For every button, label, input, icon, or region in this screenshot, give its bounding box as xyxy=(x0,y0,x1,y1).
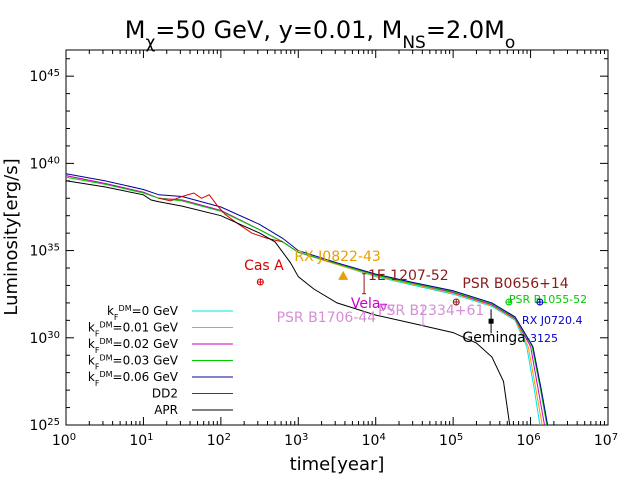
obs-label-5: PSR B2334+61 xyxy=(378,303,484,319)
chart-title: Mχ=50 GeV, y=0.01, MNS=2.0Mo xyxy=(125,16,515,53)
series-line-5 xyxy=(158,192,283,243)
obs-label-0: Cas A xyxy=(244,258,284,274)
y-tick-label: 1030 xyxy=(29,329,60,347)
obs-label-7: Geminga xyxy=(462,330,525,346)
x-axis-label: time[year] xyxy=(290,454,385,475)
series-line-6 xyxy=(65,180,511,426)
x-tick-label: 102 xyxy=(207,432,231,450)
plot-frame xyxy=(65,49,609,426)
x-tick-label: 100 xyxy=(52,432,76,450)
obs-marker xyxy=(387,304,396,313)
legend-label-1: kFDM=0.01 GeV xyxy=(88,320,179,338)
series-layer xyxy=(65,173,549,426)
obs-label-6: PSR B0656+14 xyxy=(462,276,568,292)
legend-label-3: kFDM=0.03 GeV xyxy=(88,353,179,371)
legend-label-5: DD2 xyxy=(152,387,178,401)
y-tick-label: 1040 xyxy=(29,155,60,173)
y-tick-label: 1045 xyxy=(29,68,60,86)
x-tick-label: 101 xyxy=(129,432,153,450)
axis-ticks: 100 101 102 103 104 105 106 107 1025 1030 1035 1040… xyxy=(29,50,618,449)
series-line-1 xyxy=(65,175,543,426)
x-tick-label: 106 xyxy=(516,432,540,450)
y-tick-label: 1035 xyxy=(29,242,60,260)
obs-marker xyxy=(338,270,349,280)
obs-label-9: RX J0720.4 xyxy=(522,314,582,327)
obs-label-2: 1E 1207-52 xyxy=(368,268,449,284)
y-axis-label: Luminosity[erg/s] xyxy=(1,158,22,315)
obs-label-line2-9: -3125 xyxy=(526,332,558,345)
x-tick-label: 103 xyxy=(284,432,308,450)
obs-label-3: Vela xyxy=(351,296,381,312)
legend-label-2: kFDM=0.02 GeV xyxy=(88,337,179,355)
x-tick-label: 107 xyxy=(594,432,618,450)
obs-label-1: RX J0822-43 xyxy=(294,249,380,265)
obs-label-8: PSR B1055-52 xyxy=(509,293,587,306)
obs-label-4: PSR B1706-44 xyxy=(277,310,377,326)
series-line-4 xyxy=(65,173,549,426)
legend-label-0: kFDM=0 GeV xyxy=(107,304,179,322)
legend-label-4: kFDM=0.06 GeV xyxy=(88,370,179,388)
series-line-0 xyxy=(65,175,541,426)
x-tick-label: 105 xyxy=(439,432,463,450)
y-tick-label: 1025 xyxy=(29,417,60,435)
obs-marker xyxy=(379,303,388,312)
x-tick-label: 104 xyxy=(362,432,386,450)
legend-label-6: APR xyxy=(154,403,178,417)
